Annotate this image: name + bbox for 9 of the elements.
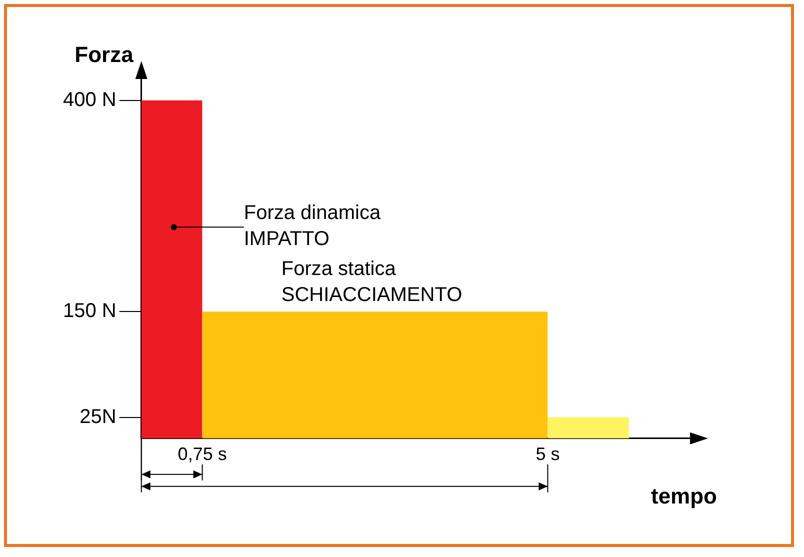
x-axis-title: tempo: [651, 483, 717, 508]
annotation: Forza dinamica IMPATTO: [244, 202, 382, 250]
y-axis-title: Forza: [74, 42, 134, 68]
x-tick-label: 5 s: [536, 444, 560, 464]
y-tick-label: 150 N: [62, 300, 116, 322]
y-tick-label: 400 N: [62, 88, 116, 111]
x-tick-label: 0,75 s: [178, 444, 227, 464]
annotation: Forza statica SCHIACCIAMENTO: [281, 258, 462, 306]
y-tick-label: 25N: [80, 406, 116, 428]
